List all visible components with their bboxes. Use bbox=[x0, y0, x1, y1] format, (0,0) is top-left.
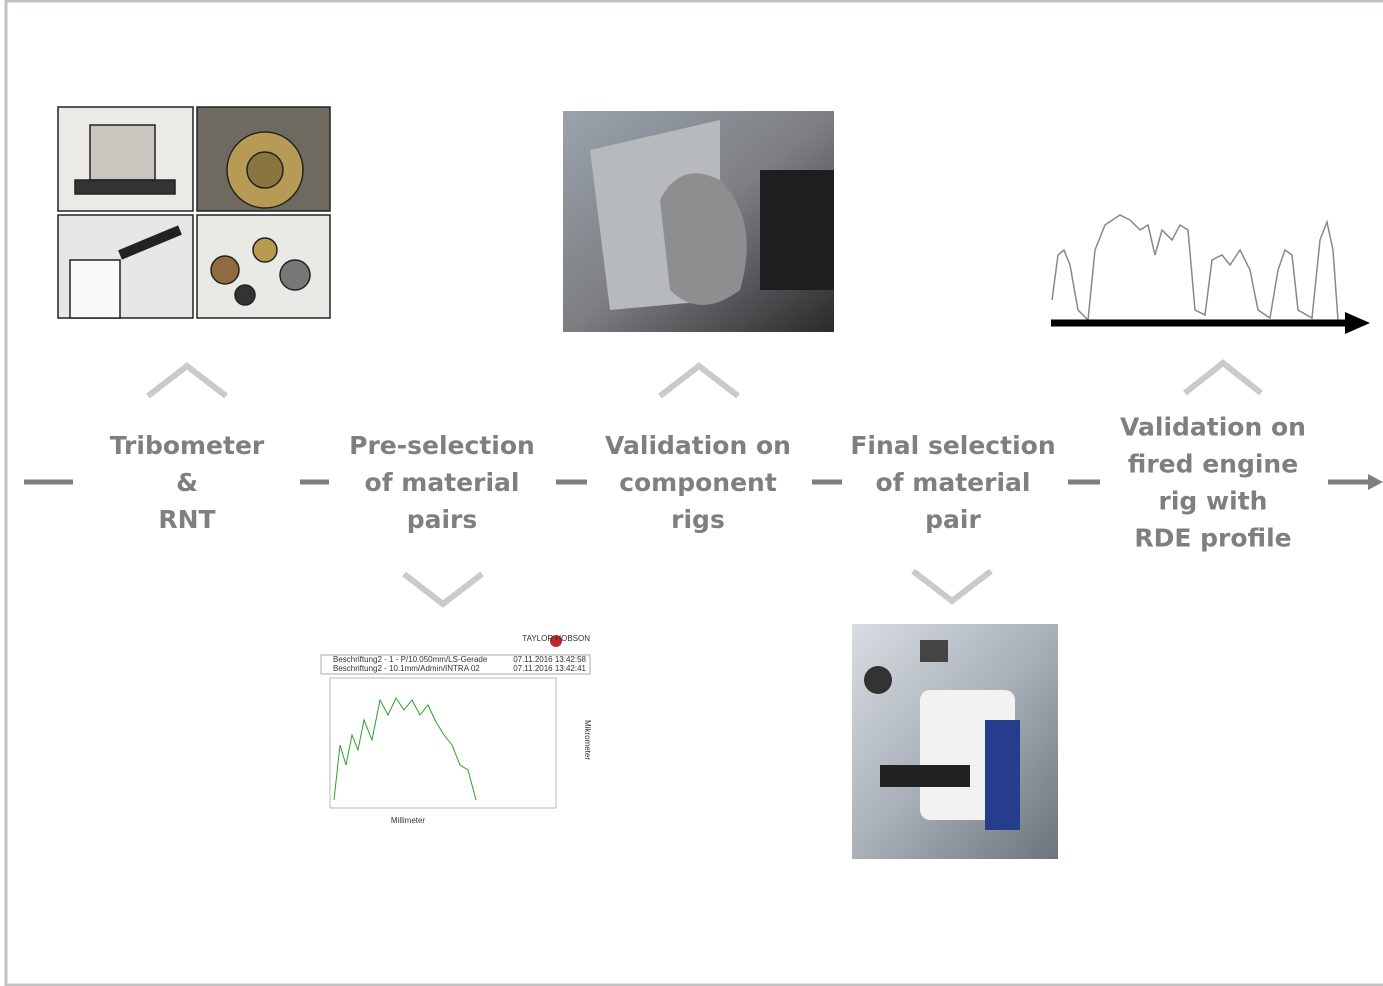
step-label: of material bbox=[876, 468, 1031, 497]
profile-chart: TAYLOR HOBSON Beschriftung2 - 1 - P/10.0… bbox=[320, 632, 592, 833]
date: 07.11.2016 13:42:41 bbox=[513, 664, 586, 673]
arrow-head bbox=[1368, 474, 1383, 490]
step-label: of material bbox=[365, 468, 520, 497]
chevrons bbox=[146, 359, 1263, 608]
step-label: Final selection bbox=[850, 431, 1055, 460]
logo: TAYLOR HOBSON bbox=[522, 634, 590, 643]
header-line: Beschriftung2 - 10.1mm/Admin/INTRA 02 bbox=[333, 664, 480, 673]
step-label: & bbox=[176, 468, 198, 497]
tribometer-photos bbox=[57, 106, 331, 319]
rde-profile bbox=[1051, 214, 1370, 334]
step-label: Validation on bbox=[1120, 413, 1306, 442]
step-label: RDE profile bbox=[1134, 524, 1291, 553]
step-label: pair bbox=[925, 505, 981, 534]
header-line: Beschriftung2 - 1 - P/10.050mm/LS-Gerade bbox=[333, 655, 488, 664]
step-label: Tribometer bbox=[110, 431, 265, 460]
steps: Tribometer & RNT Pre-selection of material pa… bbox=[110, 413, 1306, 553]
step-label: rigs bbox=[671, 505, 725, 534]
step-label: rig with bbox=[1159, 487, 1268, 516]
date: 07.11.2016 13:42:58 bbox=[513, 655, 586, 664]
step-label: fired engine bbox=[1128, 450, 1298, 479]
step-label: component bbox=[619, 468, 777, 497]
x-axis-label: Millimeter bbox=[391, 816, 426, 825]
step-label: Validation on bbox=[605, 431, 791, 460]
engine-photo bbox=[563, 111, 834, 332]
step-label: Pre-selection bbox=[349, 431, 535, 460]
step-label: pairs bbox=[407, 505, 478, 534]
step-label: RNT bbox=[158, 505, 215, 534]
frame bbox=[4, 0, 1383, 986]
microscope-photo bbox=[852, 624, 1058, 859]
y-axis-label: Mikrometer bbox=[583, 720, 592, 760]
